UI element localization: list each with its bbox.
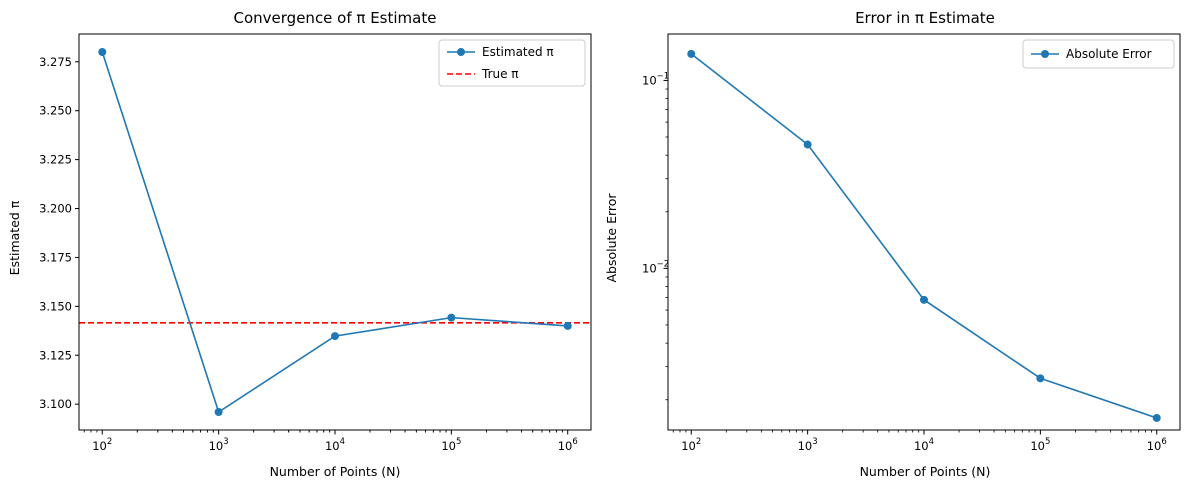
left-y-tick-label: 3.150 [39, 299, 72, 313]
legend-label-true-pi: True π [481, 67, 519, 81]
right-legend: Absolute Error [1023, 40, 1174, 68]
left-legend: Estimated π True π [439, 40, 585, 86]
estimated-pi-point [331, 332, 339, 340]
right-x-tick-label: 102 [681, 437, 701, 453]
legend-marker-abs-error [1041, 50, 1049, 58]
left-x-tick-label: 105 [441, 437, 461, 453]
left-x-axis-label: Number of Points (N) [270, 464, 401, 479]
absolute-error-point [920, 296, 928, 304]
right-y-axis-label: Absolute Error [604, 193, 619, 283]
right-y-tick-label: 10−1 [642, 71, 669, 87]
absolute-error-point [687, 50, 695, 58]
right-plot-frame [668, 34, 1180, 430]
estimated-pi-point [564, 322, 572, 330]
left-y-tick-label: 3.275 [39, 55, 72, 69]
right-x-tick-label: 104 [914, 437, 934, 453]
left-x-tick-label: 102 [92, 437, 112, 453]
left-y-axis-label: Estimated π [7, 200, 22, 275]
left-y-tick-label: 3.100 [39, 397, 72, 411]
left-x-tick-label: 103 [209, 437, 229, 453]
left-y-tick-label: 3.200 [39, 202, 72, 216]
right-x-tick-label: 106 [1147, 437, 1167, 453]
absolute-error-point [1036, 374, 1044, 382]
right-y-tick-label: 10−2 [642, 259, 669, 275]
right-x-tick-label: 105 [1030, 437, 1050, 453]
left-plot-frame [79, 34, 591, 430]
right-chart-title: Error in π Estimate [855, 9, 995, 27]
left-x-tick-label: 104 [325, 437, 345, 453]
estimated-pi-series-line [102, 52, 567, 412]
estimated-pi-point [98, 48, 106, 56]
right-x-tick-label: 103 [798, 437, 818, 453]
left-y-tick-label: 3.125 [39, 348, 72, 362]
estimated-pi-point [447, 314, 455, 322]
right-chart-panel: Error in π Estimate Number of Points (N)… [604, 9, 1180, 479]
legend-label-abs-error: Absolute Error [1066, 47, 1152, 61]
left-x-tick-label: 106 [558, 437, 578, 453]
legend-label-estimated: Estimated π [482, 45, 554, 59]
absolute-error-point [1153, 414, 1161, 422]
left-y-tick-label: 3.250 [39, 104, 72, 118]
estimated-pi-point [215, 408, 223, 416]
absolute-error-series-line [691, 54, 1156, 418]
left-y-tick-label: 3.225 [39, 153, 72, 167]
left-y-tick-label: 3.175 [39, 250, 72, 264]
left-chart-title: Convergence of π Estimate [234, 9, 437, 27]
legend-marker-estimated [457, 48, 465, 56]
left-chart-panel: Convergence of π Estimate Number of Poin… [7, 9, 591, 479]
absolute-error-point [804, 141, 812, 149]
right-x-axis-label: Number of Points (N) [860, 464, 991, 479]
